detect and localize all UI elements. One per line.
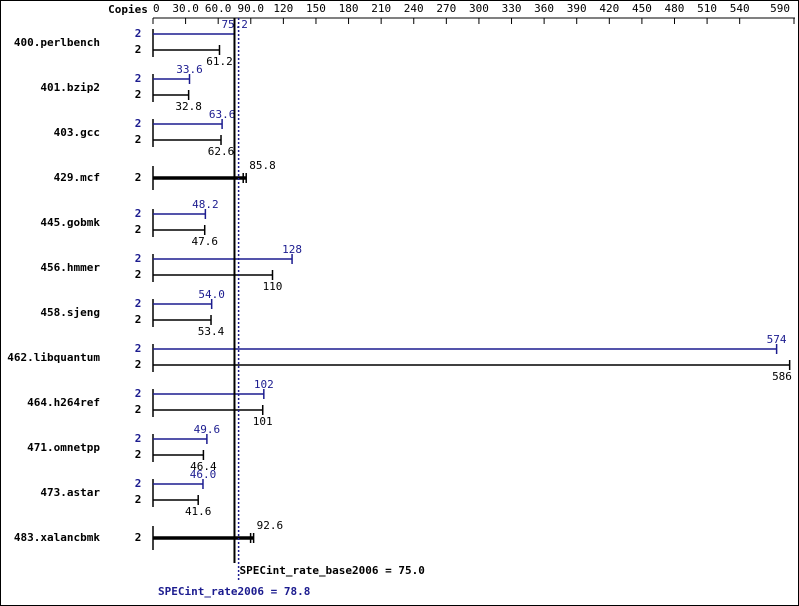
value-label: 32.8 bbox=[175, 100, 202, 113]
copies-label: 2 bbox=[135, 531, 142, 544]
x-tick-label: 480 bbox=[665, 2, 685, 15]
x-tick-label: 180 bbox=[339, 2, 359, 15]
x-tick-label: 90.0 bbox=[238, 2, 265, 15]
x-tick-label: 540 bbox=[730, 2, 750, 15]
copies-label: 2 bbox=[135, 358, 142, 371]
copies-label: 2 bbox=[135, 448, 142, 461]
copies-label: 2 bbox=[135, 403, 142, 416]
copies-label: 2 bbox=[135, 387, 142, 400]
x-tick-label: 360 bbox=[534, 2, 554, 15]
x-tick-label: 210 bbox=[371, 2, 391, 15]
x-tick-label: 390 bbox=[567, 2, 587, 15]
reference-label: SPECint_rate_base2006 = 75.0 bbox=[239, 564, 424, 577]
value-label: 128 bbox=[282, 243, 302, 256]
category-label: 456.hmmer bbox=[40, 261, 100, 274]
copies-label: 2 bbox=[135, 117, 142, 130]
value-label: 41.6 bbox=[185, 505, 212, 518]
value-label: 110 bbox=[263, 280, 283, 293]
value-label: 48.2 bbox=[192, 198, 219, 211]
copies-label: 2 bbox=[135, 27, 142, 40]
copies-label: 2 bbox=[135, 268, 142, 281]
x-tick-label: 30.0 bbox=[172, 2, 199, 15]
value-label: 46.0 bbox=[190, 468, 217, 481]
copies-label: 2 bbox=[135, 252, 142, 265]
value-label: 92.6 bbox=[257, 519, 284, 532]
reference-label: SPECint_rate2006 = 78.8 bbox=[158, 585, 310, 598]
category-label: 445.gobmk bbox=[40, 216, 100, 229]
x-tick-label: 150 bbox=[306, 2, 326, 15]
copies-label: 2 bbox=[135, 313, 142, 326]
x-tick-label: 420 bbox=[599, 2, 619, 15]
value-label: 54.0 bbox=[198, 288, 225, 301]
value-label: 62.6 bbox=[208, 145, 235, 158]
category-label: 464.h264ref bbox=[27, 396, 100, 409]
category-label: 429.mcf bbox=[54, 171, 100, 184]
copies-header: Copies bbox=[108, 3, 148, 16]
copies-label: 2 bbox=[135, 72, 142, 85]
value-label: 49.6 bbox=[194, 423, 221, 436]
value-label: 33.6 bbox=[176, 63, 203, 76]
category-label: 400.perlbench bbox=[14, 36, 100, 49]
category-label: 473.astar bbox=[40, 486, 100, 499]
x-tick-label: 300 bbox=[469, 2, 489, 15]
value-label: 47.6 bbox=[191, 235, 218, 248]
category-label: 458.sjeng bbox=[40, 306, 100, 319]
x-tick-label: 240 bbox=[404, 2, 424, 15]
copies-label: 2 bbox=[135, 223, 142, 236]
value-label: 102 bbox=[254, 378, 274, 391]
value-label: 61.2 bbox=[206, 55, 233, 68]
category-label: 401.bzip2 bbox=[40, 81, 100, 94]
copies-label: 2 bbox=[135, 133, 142, 146]
x-tick-label: 120 bbox=[273, 2, 293, 15]
category-label: 471.omnetpp bbox=[27, 441, 100, 454]
value-label: 101 bbox=[253, 415, 273, 428]
copies-label: 2 bbox=[135, 342, 142, 355]
category-label: 403.gcc bbox=[54, 126, 100, 139]
copies-label: 2 bbox=[135, 88, 142, 101]
value-label: 46.4 bbox=[190, 460, 217, 473]
value-label: 586 bbox=[772, 370, 792, 383]
copies-label: 2 bbox=[135, 171, 142, 184]
category-label: 483.xalancbmk bbox=[14, 531, 100, 544]
copies-label: 2 bbox=[135, 477, 142, 490]
x-tick-label: 450 bbox=[632, 2, 652, 15]
category-label: 462.libquantum bbox=[7, 351, 100, 364]
copies-label: 2 bbox=[135, 432, 142, 445]
x-tick-label: 590 bbox=[770, 2, 790, 15]
x-tick-label: 60.0 bbox=[205, 2, 232, 15]
x-tick-label: 330 bbox=[502, 2, 522, 15]
copies-label: 2 bbox=[135, 493, 142, 506]
x-tick-label: 510 bbox=[697, 2, 717, 15]
x-tick-label: 0 bbox=[153, 2, 160, 15]
copies-label: 2 bbox=[135, 297, 142, 310]
value-label: 63.6 bbox=[209, 108, 236, 121]
value-label: 574 bbox=[767, 333, 787, 346]
copies-label: 2 bbox=[135, 207, 142, 220]
x-tick-label: 270 bbox=[436, 2, 456, 15]
value-label: 85.8 bbox=[249, 159, 276, 172]
value-label: 53.4 bbox=[198, 325, 225, 338]
copies-label: 2 bbox=[135, 43, 142, 56]
